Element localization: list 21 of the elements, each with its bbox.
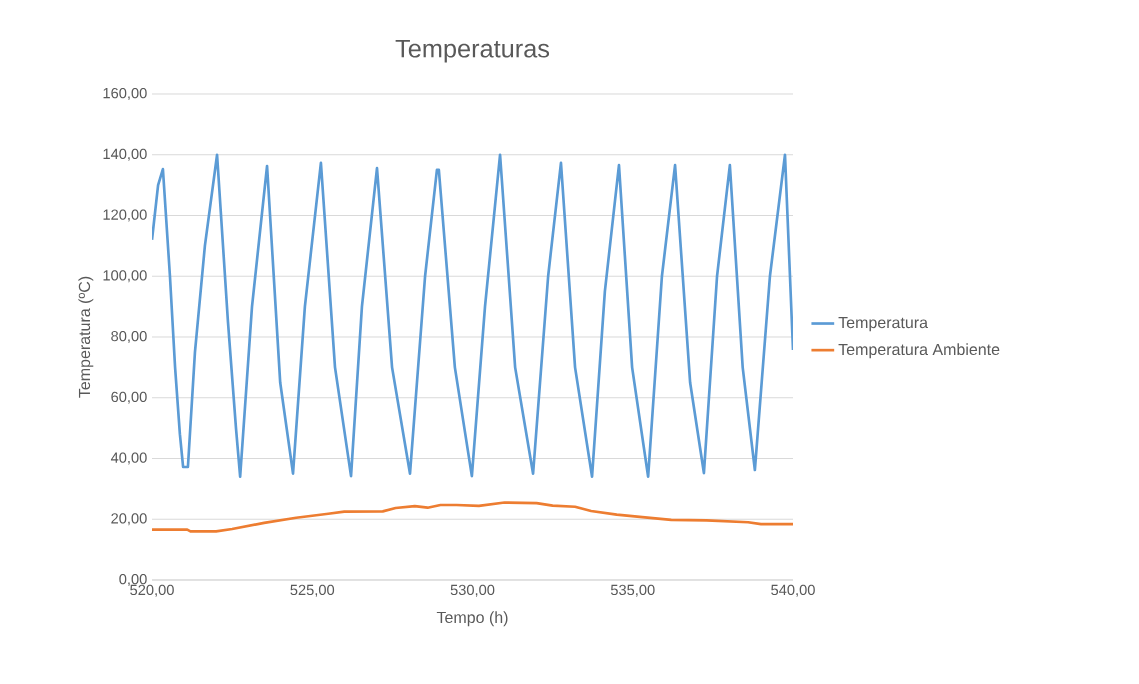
y-tick-label: 120,00 [103,209,147,222]
x-tick-label: 535,00 [610,584,655,597]
y-axis-title: Temperatura (ºC) [78,276,94,398]
y-tick-label: 160,00 [103,87,147,101]
line-series [152,501,793,533]
y-tick-label: 80,00 [111,330,147,344]
x-tick-label: 520,00 [130,584,174,597]
y-tick-label: 100,00 [103,270,147,283]
x-axis-title: Tempo (h) [436,611,508,627]
chart-title: Temperaturas [395,39,550,63]
y-tick-label: 60,00 [111,391,147,404]
line-series [152,153,793,479]
y-tick-label: 40,00 [110,452,147,465]
y-tick-label: 140,00 [103,148,147,161]
y-tick-label: 20,00 [111,513,147,526]
x-tick-label: 540,00 [771,584,815,597]
legend-label: Temperatura [838,317,928,332]
x-tick-label: 530,00 [450,584,495,597]
x-tick-label: 525,00 [290,584,335,597]
y-tick-label: 0,00 [119,573,147,587]
legend-label: Temperatura Ambiente [838,343,1000,359]
